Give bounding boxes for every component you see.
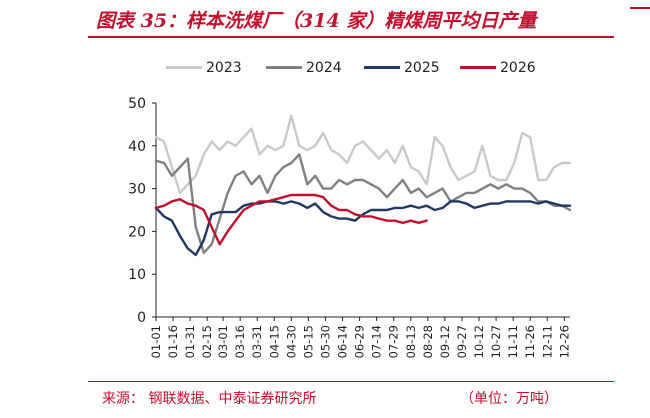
y-tick-label: 0 xyxy=(137,310,146,326)
legend-label: 2024 xyxy=(306,60,342,76)
series-line-2025 xyxy=(154,200,572,257)
x-tick-label: 04-15 xyxy=(267,325,281,358)
x-tick-label: 01-01 xyxy=(149,325,163,358)
x-tick-label: 12-26 xyxy=(557,325,571,358)
x-tick-label: 10-12 xyxy=(472,325,486,358)
chart-legend: 2023 2024 2025 2026 xyxy=(0,58,650,78)
x-tick-label: 05-15 xyxy=(301,325,315,358)
x-tick-label: 07-14 xyxy=(370,325,384,358)
footer-rule xyxy=(88,381,614,382)
x-tick-label: 10-27 xyxy=(489,325,503,358)
series-line-2023 xyxy=(154,114,572,195)
x-tick-label: 06-14 xyxy=(336,325,350,358)
x-tick-label: 03-31 xyxy=(250,325,264,358)
x-tick-label: 07-29 xyxy=(387,325,401,358)
y-tick-label: 50 xyxy=(128,96,146,112)
legend-label: 2026 xyxy=(500,60,536,76)
x-tick-label: 03-16 xyxy=(233,325,247,358)
source-note: 来源： 钢联数据、中泰证券研究所 xyxy=(102,391,317,407)
x-tick-label: 01-16 xyxy=(166,325,180,358)
unit-note: （单位：万吨） xyxy=(460,391,558,407)
legend-label: 2023 xyxy=(206,60,242,76)
x-tick-label: 11-11 xyxy=(506,325,520,358)
x-tick-label: 06-29 xyxy=(353,325,367,358)
chart-series xyxy=(154,114,572,257)
x-tick-label: 02-15 xyxy=(200,325,214,358)
page-edge-rule xyxy=(630,7,650,9)
chart-axes: 0 10 20 30 40 50 01-01 01-16 01-31 02-15 03-01 03-1… xyxy=(128,96,571,358)
x-tick-label: 12-11 xyxy=(540,325,554,358)
legend-swatch xyxy=(166,66,202,69)
legend-swatch xyxy=(364,66,400,69)
legend-swatch xyxy=(460,66,496,69)
series-line-2024 xyxy=(154,153,572,255)
series-line-2026 xyxy=(154,193,428,246)
x-tick-label: 11-26 xyxy=(523,325,537,358)
x-tick-label: 09-12 xyxy=(438,325,452,358)
x-tick-label: 01-31 xyxy=(183,325,197,358)
y-tick-label: 40 xyxy=(128,139,146,155)
y-tick-label: 10 xyxy=(128,267,146,283)
x-tick-label: 05-30 xyxy=(318,325,332,358)
x-tick-label: 09-27 xyxy=(455,325,469,358)
x-tick-label: 08-28 xyxy=(421,325,435,358)
legend-label: 2025 xyxy=(404,60,440,76)
title-rule xyxy=(88,36,614,38)
x-tick-label: 03-01 xyxy=(216,325,230,358)
y-tick-label: 30 xyxy=(128,182,146,198)
x-tick-label: 04-30 xyxy=(284,325,298,358)
figure-title: 图表 35：样本洗煤厂（314 家）精煤周平均日产量 xyxy=(96,10,537,32)
legend-swatch xyxy=(266,66,302,69)
x-tick-label: 08-13 xyxy=(404,325,418,358)
y-tick-label: 20 xyxy=(128,224,146,240)
